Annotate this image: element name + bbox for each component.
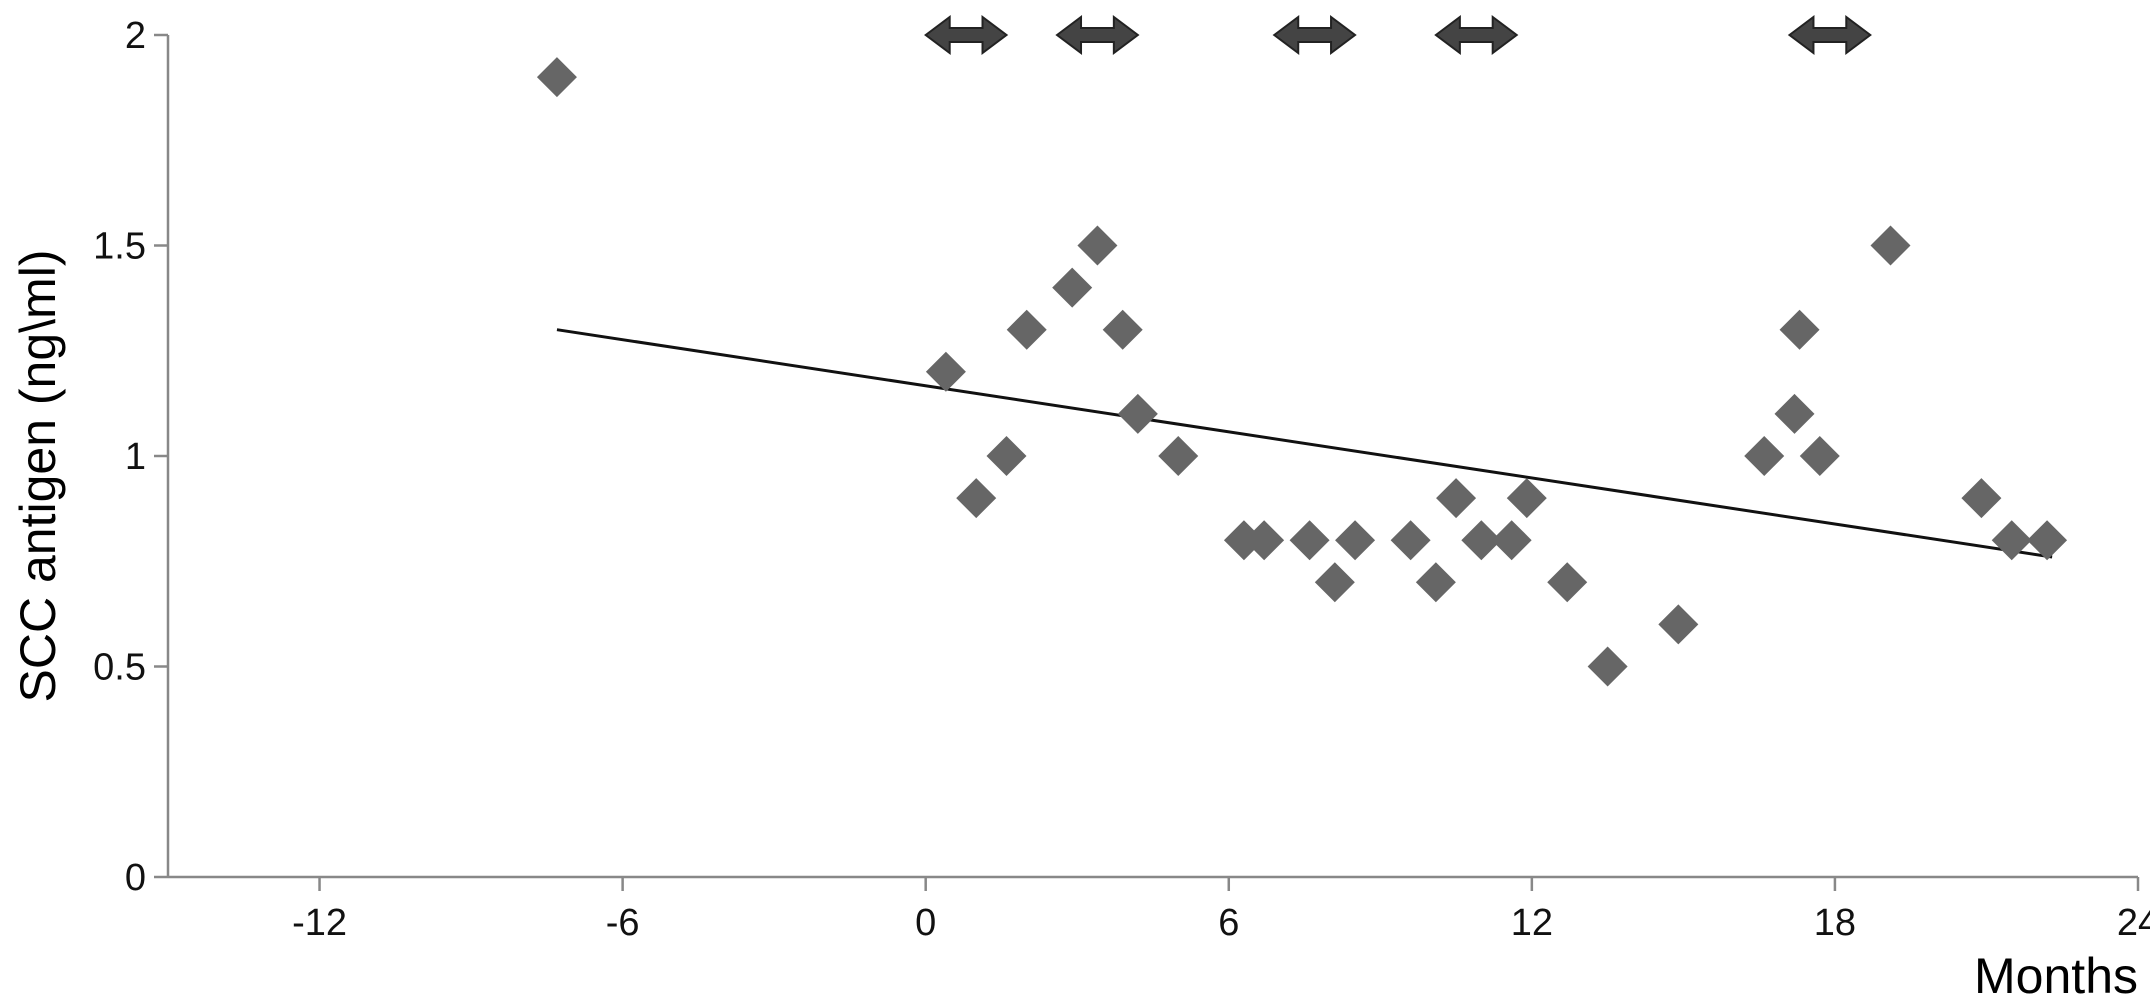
data-point xyxy=(1335,520,1376,561)
treatment-period-arrows xyxy=(924,15,1872,55)
x-tick-label: 0 xyxy=(915,902,936,944)
data-point xyxy=(1587,646,1628,687)
y-tick-label: 1 xyxy=(125,436,146,478)
x-tick-label: -6 xyxy=(606,902,640,944)
data-point xyxy=(1158,436,1199,476)
data-point xyxy=(1744,436,1785,476)
data-point xyxy=(1491,520,1532,561)
double-arrow-annotation xyxy=(924,15,1009,55)
data-point xyxy=(1547,562,1588,603)
double-arrow-annotation xyxy=(1787,15,1872,55)
double-arrow-annotation xyxy=(1434,15,1519,55)
data-point xyxy=(1102,309,1143,350)
y-tick-label: 2 xyxy=(125,15,146,57)
x-tick-label: -12 xyxy=(292,902,347,944)
x-tick-label: 18 xyxy=(1814,902,1856,944)
data-point xyxy=(1461,520,1502,561)
y-tick-label: 0.5 xyxy=(93,647,146,689)
data-point xyxy=(1658,604,1699,645)
data-point xyxy=(1006,309,1047,350)
data-point xyxy=(1870,225,1911,266)
data-point xyxy=(1314,562,1355,603)
data-point xyxy=(1961,478,2002,519)
y-tick-label: 1.5 xyxy=(93,226,146,268)
data-point xyxy=(986,436,1027,476)
x-tick-label: 6 xyxy=(1218,902,1239,944)
x-axis-ticks: -12 -6 0 6 12 18 24 xyxy=(292,877,2150,944)
x-axis-label: Months xyxy=(1974,948,2138,1004)
double-arrow-annotation xyxy=(1055,15,1140,55)
data-point xyxy=(1117,393,1158,434)
data-point xyxy=(1779,309,1820,350)
data-point xyxy=(1506,478,1547,519)
data-point xyxy=(1077,225,1118,266)
data-point xyxy=(1799,436,1840,476)
data-point xyxy=(925,351,966,392)
data-points xyxy=(536,57,2068,687)
y-tick-label: 0 xyxy=(125,857,146,899)
x-tick-label: 12 xyxy=(1511,902,1553,944)
data-point xyxy=(1244,520,1285,561)
axes xyxy=(166,35,2138,879)
double-arrow-annotation xyxy=(1272,15,1357,55)
y-axis-label: SCC antigen (ng\ml) xyxy=(10,250,66,703)
y-axis-ticks: 0 0.5 1 1.5 2 xyxy=(93,15,168,899)
data-point xyxy=(1436,478,1477,519)
trendline xyxy=(556,328,2053,559)
data-point xyxy=(1991,520,2032,561)
data-point xyxy=(1052,267,1093,308)
data-point xyxy=(1390,520,1431,561)
data-point xyxy=(1415,562,1456,603)
trendline-group xyxy=(556,328,2053,559)
data-point xyxy=(536,57,577,98)
data-point xyxy=(956,478,997,519)
x-tick-label: 24 xyxy=(2117,902,2150,944)
data-point xyxy=(1289,520,1330,561)
data-point xyxy=(1223,520,1264,561)
data-point xyxy=(1774,393,1815,434)
data-point xyxy=(2027,520,2068,561)
